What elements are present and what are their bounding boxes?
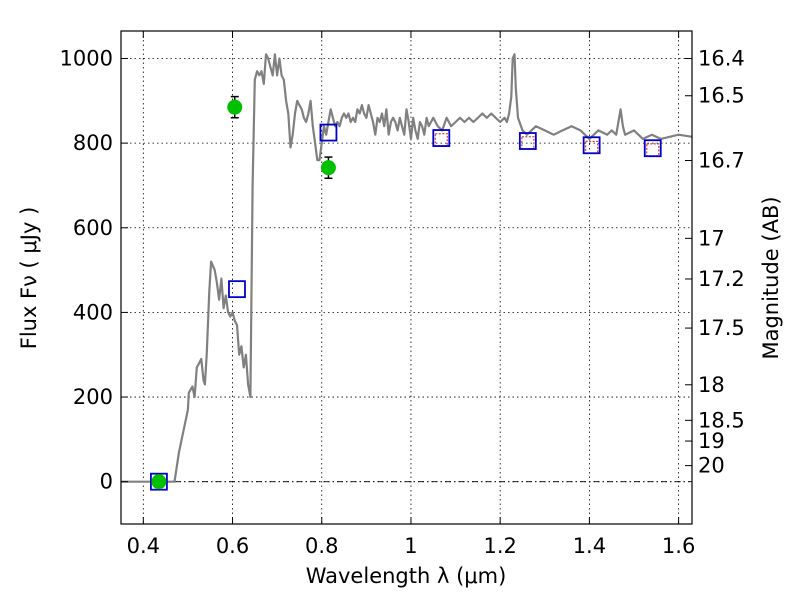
observed-square-marker [521,136,535,150]
y-tick-label: 400 [73,300,113,324]
spectrum-line [121,53,693,483]
model-square-marker [228,280,246,299]
y-tick-label: 1000 [60,47,113,71]
tick-layer: 0.4 0.6 0.8 1 1.2 1.4 1.6 0 200 400 600 800 1000 16.4… [60,31,745,558]
observed-square-marker [646,143,660,157]
right-tick-label: 17 [698,226,725,250]
plot-border [120,30,693,525]
series-layer [121,53,693,491]
x-axis-title: Wavelength λ (μm) [306,564,507,588]
photometry-point [320,160,336,176]
right-tick-label: 19 [698,429,725,453]
photometry-point [227,99,243,115]
right-axis-title: Magnitude (AB) [759,196,783,359]
model-square-marker [643,139,662,158]
right-tick-label: 16.4 [698,47,745,71]
model-square-marker [319,123,338,142]
y-tick-label: 200 [73,385,113,409]
plot-frame [120,30,693,525]
grid-layer [121,31,692,524]
right-tick-label: 16.7 [698,148,745,172]
right-tick-label: 20 [698,454,725,478]
right-tick-label: 16.5 [698,84,745,108]
observed-square-marker [585,140,599,154]
right-tick-label: 18 [698,373,725,397]
right-tick-label: 17.5 [698,316,745,340]
y-axis-title: Flux Fν ( μJy ) [17,207,41,350]
x-tick-label: 1.2 [483,534,516,558]
x-tick-label: 0.4 [127,534,160,558]
x-tick-label: 0.6 [216,534,249,558]
y-tick-label: 800 [73,131,113,155]
x-tick-label: 1.6 [662,534,695,558]
right-tick-label: 17.2 [698,267,745,291]
right-tick-label: 18.5 [698,408,745,432]
x-tick-label: 1 [404,534,417,558]
model-square-marker [432,129,451,147]
model-square-marker [518,132,537,150]
y-tick-label: 600 [73,216,113,240]
photometry-point [151,474,167,490]
model-square-marker [582,136,601,155]
x-tick-label: 1.4 [573,534,606,558]
observed-square-marker [434,133,448,147]
x-tick-label: 0.8 [305,534,338,558]
model-square-marker [150,472,168,491]
y-tick-label: 0 [100,470,113,494]
